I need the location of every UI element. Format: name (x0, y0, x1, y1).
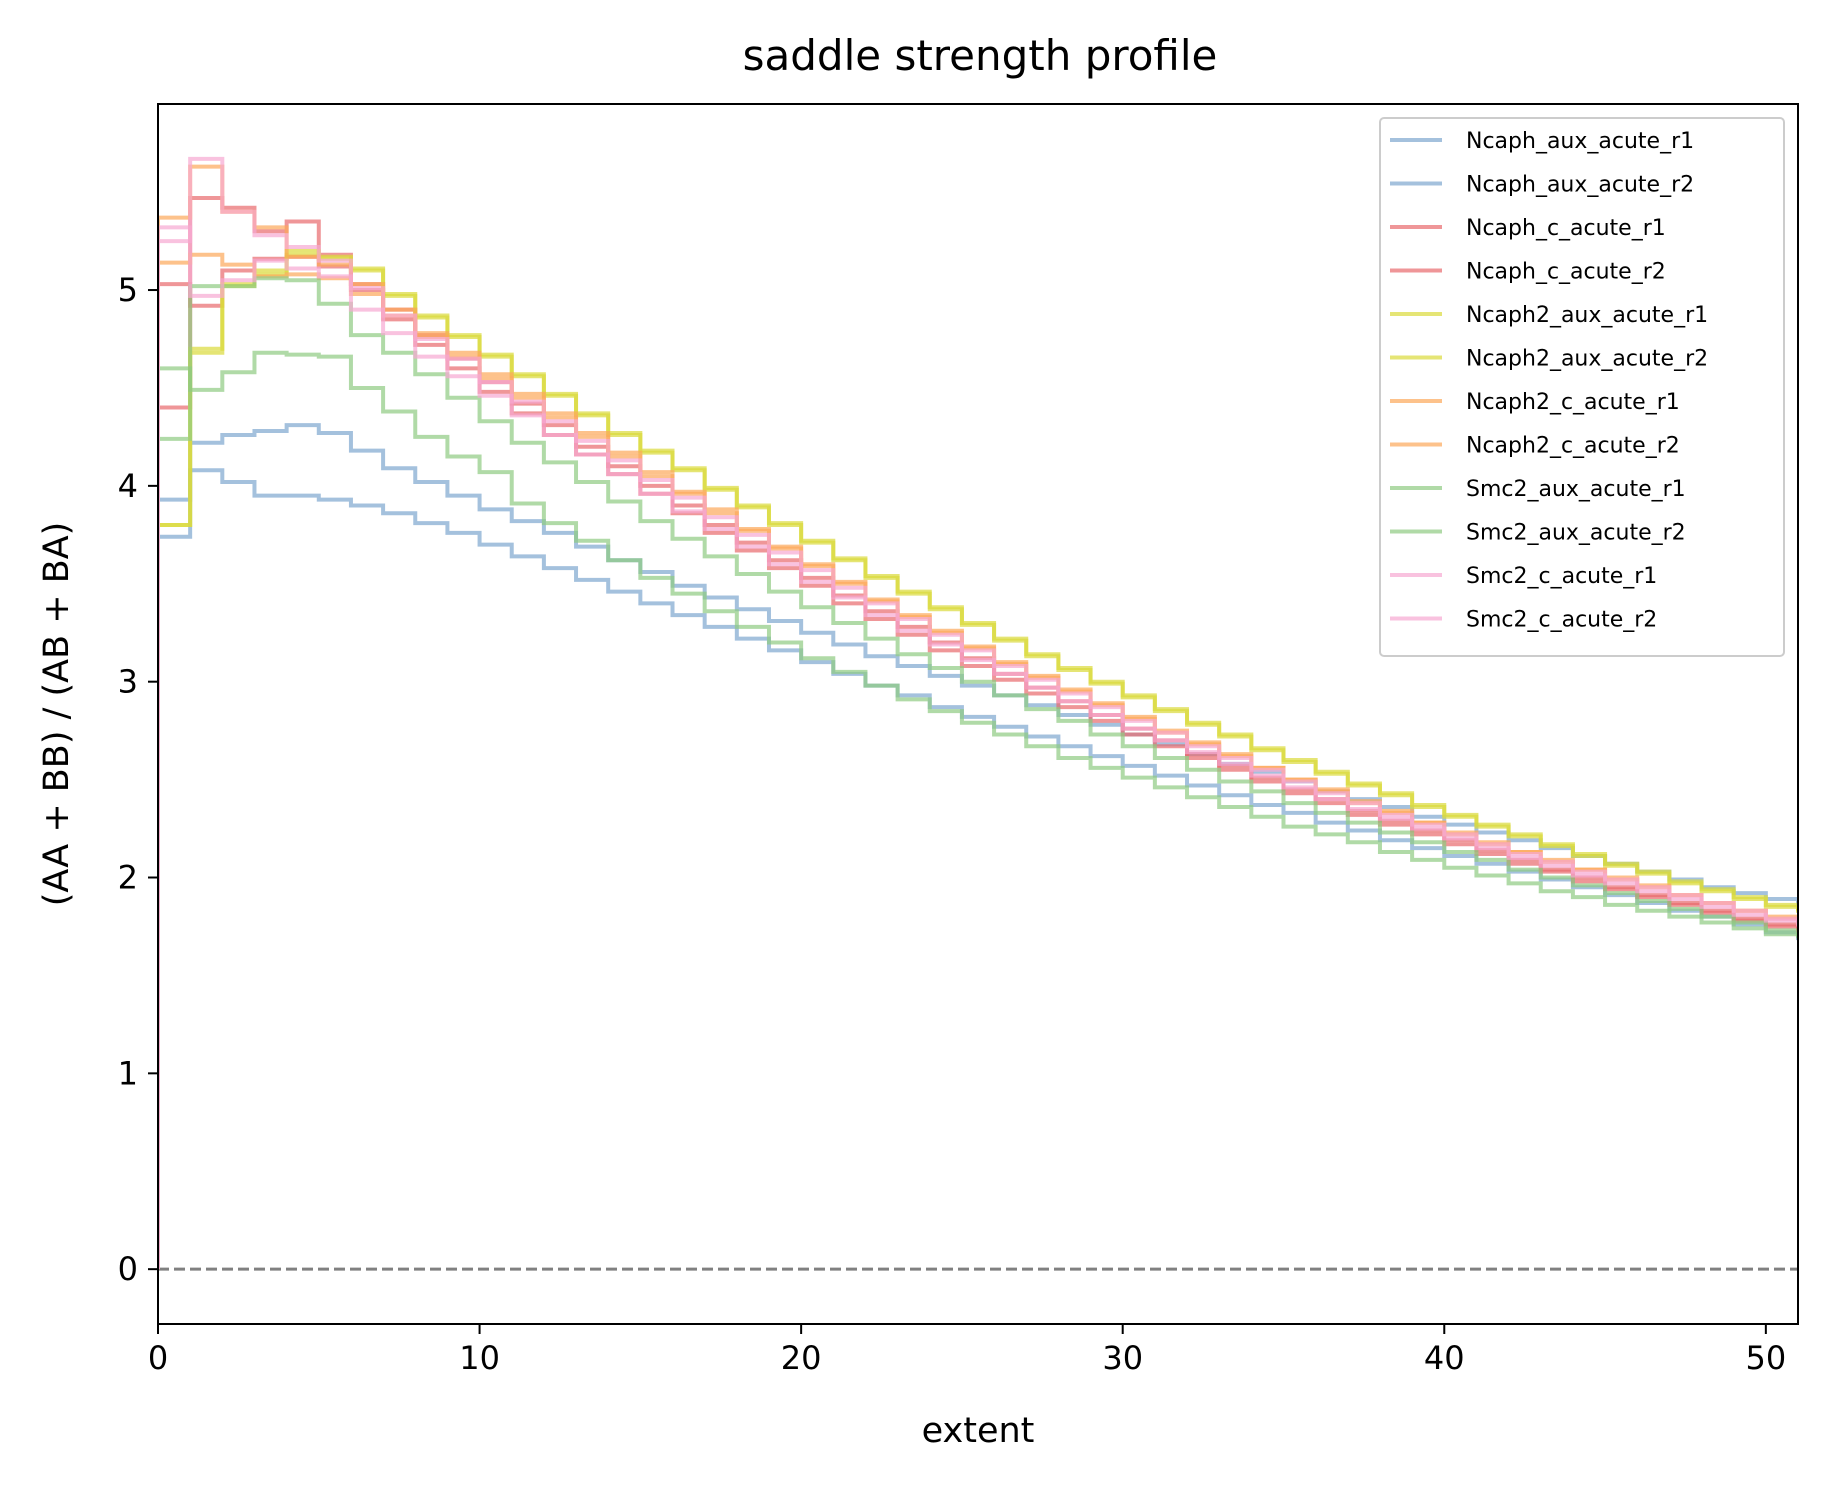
legend-label-Smc2_c_acute_r1: Smc2_c_acute_r1 (1466, 564, 1657, 589)
x-tick-label: 40 (1424, 1339, 1465, 1377)
y-tick-label: 0 (118, 1250, 138, 1288)
chart-title: saddle strength profile (743, 31, 1218, 80)
series-line-Ncaph2_aux_acute_r2 (158, 248, 1798, 1270)
legend-label-Ncaph_c_acute_r1: Ncaph_c_acute_r1 (1466, 216, 1666, 241)
legend-label-Smc2_aux_acute_r1: Smc2_aux_acute_r1 (1466, 477, 1686, 502)
legend-label-Ncaph_c_acute_r2: Ncaph_c_acute_r2 (1466, 260, 1666, 285)
series-line-Ncaph_aux_acute_r1 (158, 423, 1798, 1270)
plot-area (158, 156, 1798, 1271)
x-tick-label: 10 (459, 1339, 500, 1377)
y-tick-label: 4 (118, 467, 138, 505)
x-axis-label: extent (922, 1411, 1035, 1451)
legend-label-Ncaph2_aux_acute_r2: Ncaph2_aux_acute_r2 (1466, 347, 1708, 372)
x-tick-label: 0 (148, 1339, 168, 1377)
y-tick-label: 1 (118, 1054, 138, 1092)
plot-frame (157, 103, 1799, 1325)
y-tick-label: 5 (118, 271, 138, 309)
series-line-Ncaph_c_acute_r1 (158, 195, 1798, 1270)
legend: Ncaph_aux_acute_r1 Ncaph_aux_acute_r2 Ncap… (1379, 117, 1785, 657)
series-line-Smc2_c_acute_r2 (158, 225, 1798, 1270)
legend-label-Ncaph2_c_acute_r1: Ncaph2_c_acute_r1 (1466, 390, 1680, 415)
legend-label-Ncaph_aux_acute_r1: Ncaph_aux_acute_r1 (1466, 129, 1694, 154)
series-line-Smc2_c_acute_r1 (158, 156, 1798, 1270)
x-tick-label: 50 (1745, 1339, 1786, 1377)
y-tick-label: 2 (118, 859, 138, 897)
legend-label-Smc2_aux_acute_r2: Smc2_aux_acute_r2 (1466, 521, 1686, 546)
y-axis-label: (AA + BB) / (AB + BA) (37, 522, 77, 907)
legend-box (1379, 117, 1785, 657)
x-tick-label: 30 (1102, 1339, 1143, 1377)
legend-label-Smc2_c_acute_r2: Smc2_c_acute_r2 (1466, 608, 1657, 633)
legend-label-Ncaph2_c_acute_r2: Ncaph2_c_acute_r2 (1466, 434, 1680, 459)
axes: 0 10 20 30 40 50 0 1 2 3 4 5 (118, 103, 1799, 1377)
legend-label-Ncaph_aux_acute_r2: Ncaph_aux_acute_r2 (1466, 173, 1694, 198)
y-tick-label: 3 (118, 663, 138, 701)
x-tick-label: 20 (781, 1339, 822, 1377)
legend-label-Ncaph2_aux_acute_r1: Ncaph2_aux_acute_r1 (1466, 303, 1708, 328)
series-line-Smc2_aux_acute_r1 (158, 350, 1798, 1270)
